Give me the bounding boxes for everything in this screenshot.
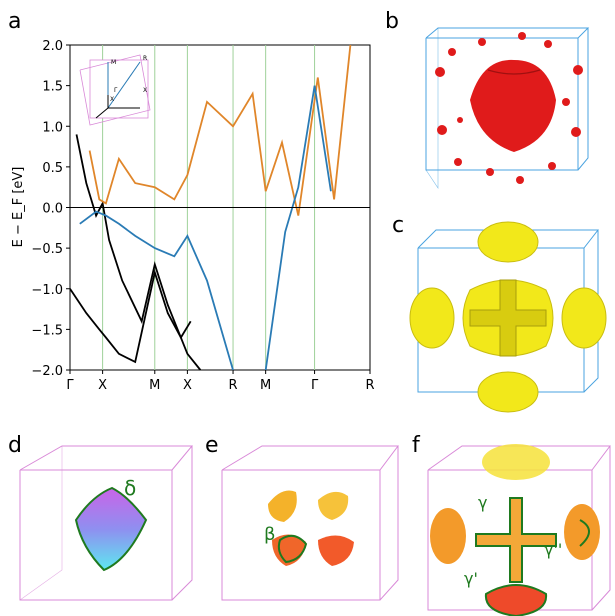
band-blue-4 — [264, 85, 332, 371]
y-tick-label: −0.5 — [31, 242, 63, 257]
gamma-prime-pocket — [484, 584, 548, 616]
panel-letter-d: d — [8, 433, 22, 458]
x-tick-label: M — [149, 378, 160, 393]
x-tick-label: Γ — [66, 378, 74, 393]
fermi-pocket-delta-panel: δ — [19, 445, 194, 601]
inset-label-gamma: Γ — [114, 87, 118, 94]
yellow-pocket-top — [477, 221, 539, 263]
gamma-label: γ — [478, 493, 487, 512]
panel-letter-a: a — [8, 9, 21, 34]
band-black-1 — [69, 269, 192, 364]
gamma-prime-label: γ' — [464, 569, 478, 588]
delta-pocket — [74, 486, 148, 572]
x-tick-label: Γ — [311, 378, 319, 393]
yellow-pocket-bottom — [477, 371, 539, 413]
pocket-orange-right — [564, 504, 600, 560]
delta-label: δ — [124, 476, 136, 500]
fermi-pocket-beta-panel: β — [221, 445, 399, 601]
panel-letter-b: b — [385, 9, 399, 34]
panel-letter-e: e — [205, 433, 219, 458]
y-axis-ticks: −2.0 −1.5 −1.0 −0.5 0.0 0.5 1.0 1.5 2.0 — [31, 39, 70, 379]
gamma-double-prime-label: γ'' — [544, 540, 562, 559]
beta-label: β — [264, 524, 276, 545]
beta-contour — [277, 534, 308, 564]
central-red-pocket — [470, 59, 556, 153]
yellow-pocket-left — [409, 287, 455, 349]
y-tick-label: 1.5 — [42, 80, 63, 95]
x-tick-label: X — [98, 378, 107, 393]
small-red-pockets — [435, 32, 583, 184]
y-tick-label: 2.0 — [42, 39, 63, 54]
pocket-orange-1 — [268, 490, 297, 522]
y-tick-label: 0.0 — [42, 202, 63, 217]
panel-letter-f: f — [412, 433, 421, 458]
inset-brillouin-zone: M R Γ X X — [79, 54, 151, 126]
band-lines — [69, 44, 352, 371]
inset-label-x1: X — [110, 96, 114, 103]
y-tick-label: −1.0 — [31, 283, 63, 298]
band-black-0 — [75, 134, 202, 371]
y-axis-label: E − E_F [eV] — [11, 167, 26, 248]
x-tick-label: R — [365, 378, 374, 393]
y-tick-label: 0.5 — [42, 161, 63, 176]
gamma-cross-pocket — [475, 497, 557, 583]
y-tick-label: −2.0 — [31, 364, 63, 379]
fermi-surface-red-panel — [425, 27, 590, 189]
inset-label-m: M — [111, 59, 116, 66]
y-tick-label: 1.0 — [42, 120, 63, 135]
inset-label-r: R — [143, 55, 147, 62]
band-orange-2 — [88, 44, 352, 216]
pocket-orange-2 — [318, 491, 349, 520]
pocket-orange-left — [430, 508, 466, 564]
band-blue-3 — [79, 210, 234, 371]
yellow-pocket-right — [561, 287, 607, 349]
x-tick-label: R — [229, 378, 238, 393]
fermi-surface-yellow-panel — [409, 221, 607, 413]
y-tick-label: −1.5 — [31, 323, 63, 338]
inset-label-x2: X — [143, 87, 147, 94]
panel-letter-c: c — [392, 213, 404, 238]
x-tick-label: M — [260, 378, 271, 393]
fermi-pocket-gamma-panel: γ γ'' γ' — [427, 444, 611, 616]
x-tick-label: X — [183, 378, 192, 393]
pocket-yellow-top — [482, 444, 550, 480]
pocket-red-2 — [318, 535, 354, 566]
